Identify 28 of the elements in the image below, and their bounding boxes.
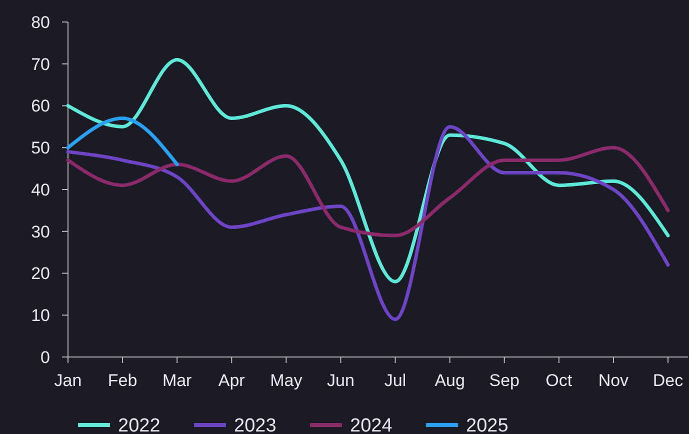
y-tick-label: 30 [31, 222, 50, 242]
x-tick-label: Aug [434, 371, 465, 390]
line-series [66, 58, 670, 284]
x-tick-label: Mar [162, 371, 192, 390]
line-series [66, 146, 670, 238]
y-tick-label: 80 [31, 12, 50, 32]
legend-label: 2025 [466, 416, 508, 434]
x-tick-label: Oct [546, 371, 572, 390]
x-tick-label: May [270, 371, 303, 390]
x-tick-label: Sep [489, 371, 520, 390]
line-series [66, 124, 670, 322]
x-tick-label: Jan [54, 371, 82, 390]
legend-label: 2023 [234, 416, 276, 434]
legend-label: 2024 [350, 416, 393, 434]
y-tick-label: 60 [31, 96, 50, 116]
y-tick-label: 50 [31, 138, 50, 158]
x-tick-label: Jul [384, 371, 406, 390]
x-tick-label: Dec [652, 371, 684, 390]
y-tick-label: 20 [31, 264, 50, 284]
y-tick-label: 40 [31, 180, 50, 200]
x-tick-label: Nov [598, 371, 630, 390]
x-tick-label: Feb [108, 371, 138, 390]
y-tick-label: 10 [31, 306, 50, 326]
y-tick-label: 0 [40, 348, 50, 367]
x-tick-label: Apr [218, 371, 246, 390]
y-tick-label: 70 [31, 54, 50, 74]
x-tick-label: Jun [327, 371, 354, 390]
legend-label: 2022 [118, 416, 160, 434]
